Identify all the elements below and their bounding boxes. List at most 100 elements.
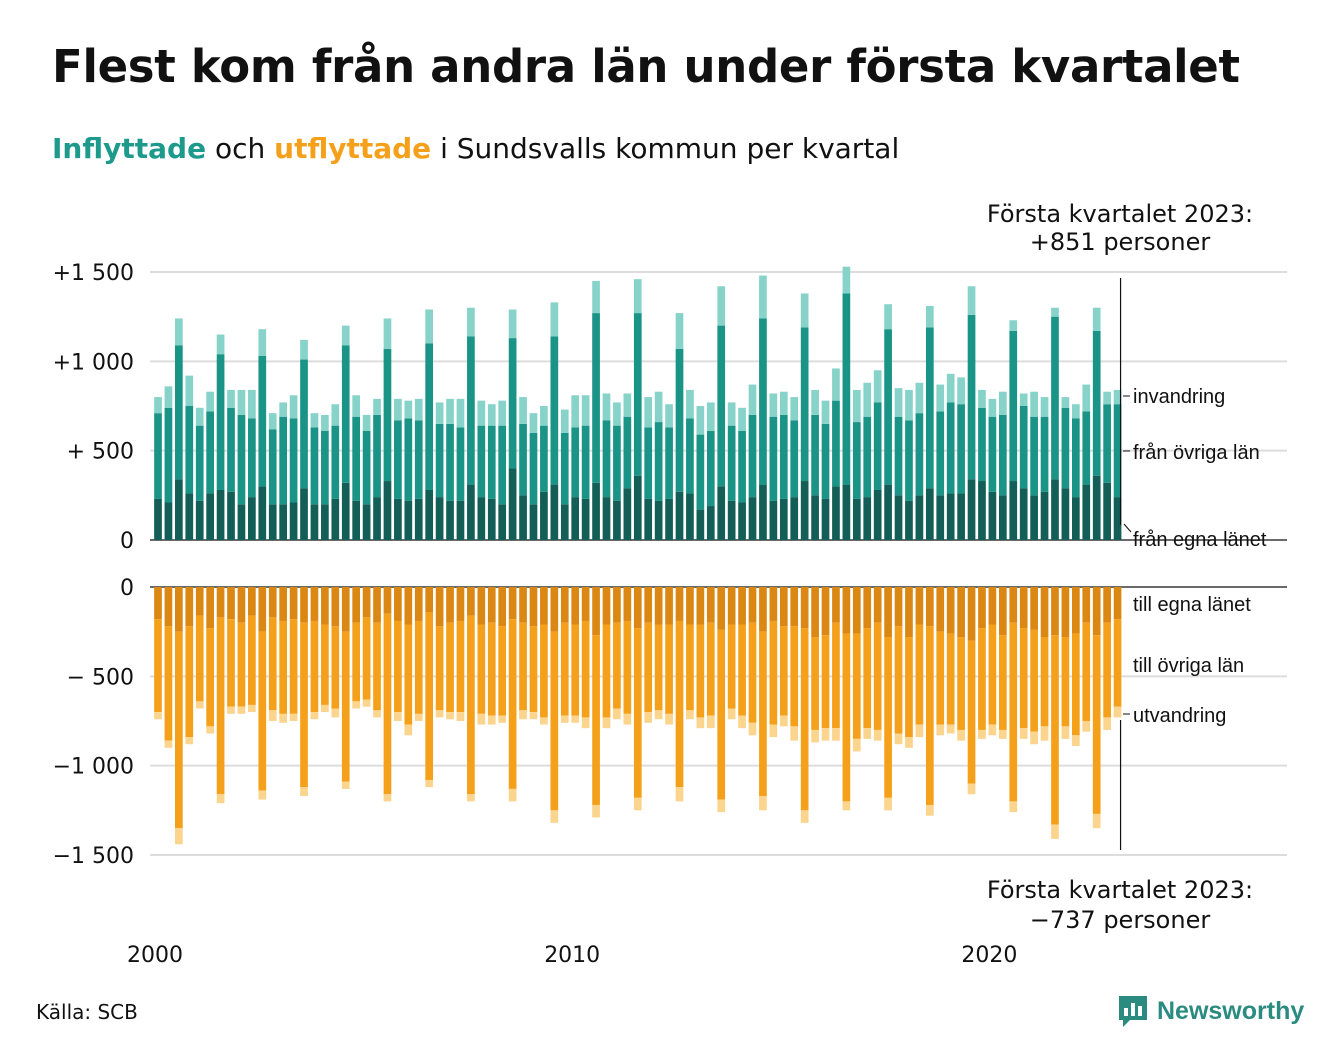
- bar-out-2-26: [425, 779, 434, 788]
- bar-in-2-16: [321, 414, 329, 432]
- annotation-lower-line1: Första kvartalet 2023:: [987, 876, 1253, 904]
- bar-out-1-51: [686, 624, 694, 711]
- bar-out-0-80: [988, 587, 997, 625]
- bar-out-1-72: [905, 637, 913, 738]
- bar-out-1-13: [289, 619, 298, 714]
- bar-out-2-42: [592, 804, 600, 818]
- bar-out-0-90: [1092, 587, 1101, 636]
- bar-in-2-91: [1103, 391, 1111, 405]
- bar-in-2-12: [279, 402, 288, 417]
- bar-out-0-0: [154, 587, 162, 620]
- bar-out-1-29: [456, 620, 465, 713]
- bar-out-0-88: [1071, 587, 1080, 634]
- bar-out-2-14: [300, 787, 308, 797]
- bar-out-2-7: [227, 706, 235, 714]
- bar-in-1-46: [633, 313, 642, 476]
- bar-out-2-60: [779, 715, 788, 727]
- bar-in-0-30: [467, 484, 475, 540]
- y-tick-upper-3: 0: [120, 529, 134, 554]
- bar-in-2-39: [560, 409, 569, 433]
- bar-out-1-50: [675, 620, 684, 788]
- bar-in-2-87: [1061, 397, 1070, 408]
- bar-out-2-81: [998, 729, 1007, 739]
- bar-in-1-21: [373, 414, 381, 498]
- subtitle-rest: i Sundsvalls kommun per kvartal: [431, 132, 900, 165]
- bar-in-2-84: [1030, 391, 1038, 417]
- bar-out-1-77: [957, 637, 965, 730]
- bar-out-2-90: [1092, 813, 1101, 829]
- bar-out-1-61: [790, 626, 799, 727]
- bar-in-2-32: [487, 404, 496, 426]
- bar-out-0-22: [383, 587, 392, 614]
- bar-in-0-33: [498, 504, 507, 540]
- bar-in-0-2: [175, 479, 183, 540]
- bar-in-2-37: [540, 406, 548, 426]
- bar-in-1-81: [998, 414, 1007, 496]
- bar-in-0-74: [925, 488, 934, 540]
- annotation-lower-line2: −737 personer: [1030, 906, 1211, 934]
- bar-in-2-34: [508, 309, 517, 339]
- bar-in-2-44: [613, 402, 621, 426]
- bar-out-2-83: [1019, 728, 1028, 739]
- bar-in-0-10: [258, 486, 267, 540]
- bar-in-0-57: [748, 497, 757, 540]
- bar-out-2-33: [498, 715, 507, 723]
- bar-out-2-64: [821, 728, 830, 741]
- bar-out-1-55: [727, 624, 736, 709]
- bar-in-0-83: [1019, 488, 1028, 540]
- bar-in-2-15: [310, 413, 319, 428]
- x-tick-2010: 2010: [544, 943, 600, 968]
- bar-out-2-89: [1082, 721, 1091, 732]
- bar-out-1-83: [1019, 628, 1028, 729]
- bar-out-1-88: [1071, 633, 1080, 736]
- bar-in-0-50: [675, 491, 684, 540]
- bar-in-1-16: [321, 431, 329, 505]
- bar-in-2-86: [1051, 307, 1059, 317]
- bar-in-2-57: [748, 384, 757, 415]
- bar-in-1-48: [654, 422, 663, 501]
- bar-out-0-77: [957, 587, 965, 638]
- bar-out-1-74: [925, 626, 934, 805]
- bar-in-2-69: [873, 370, 882, 403]
- newsworthy-logo: Newsworthy: [1117, 994, 1304, 1028]
- bar-out-2-45: [623, 713, 632, 725]
- bar-in-0-65: [832, 486, 840, 540]
- bar-in-1-35: [519, 423, 527, 496]
- bar-out-1-25: [414, 620, 423, 714]
- bar-out-2-84: [1030, 731, 1038, 745]
- bar-in-2-28: [446, 398, 454, 424]
- bar-out-0-81: [998, 587, 1007, 636]
- bar-out-1-23: [394, 620, 402, 713]
- bar-out-2-38: [550, 810, 559, 823]
- bar-out-1-10: [258, 631, 267, 791]
- bar-in-1-83: [1019, 406, 1028, 489]
- bar-in-0-22: [383, 481, 392, 540]
- bar-out-0-64: [821, 587, 830, 636]
- bar-out-1-19: [352, 622, 361, 702]
- bar-in-2-13: [289, 395, 298, 419]
- bar-in-0-4: [195, 500, 204, 540]
- bar-out-0-75: [936, 587, 945, 632]
- bar-in-2-60: [779, 391, 788, 415]
- bar-in-2-70: [884, 304, 892, 330]
- bar-out-0-57: [748, 587, 757, 623]
- bar-in-0-35: [519, 495, 527, 540]
- bar-in-2-62: [800, 293, 809, 328]
- bar-out-2-54: [717, 799, 726, 813]
- newsworthy-logo-text: Newsworthy: [1157, 996, 1305, 1025]
- bar-out-0-91: [1103, 587, 1111, 623]
- bar-out-0-14: [300, 587, 308, 623]
- bar-out-0-6: [216, 587, 225, 618]
- bar-out-2-0: [154, 712, 162, 720]
- bar-in-0-52: [696, 509, 705, 540]
- bar-in-0-3: [185, 493, 194, 540]
- bar-out-1-17: [331, 626, 340, 709]
- bar-out-0-31: [477, 587, 486, 625]
- bar-in-1-32: [487, 425, 496, 499]
- bar-in-2-24: [404, 400, 413, 419]
- bar-in-2-89: [1082, 384, 1091, 412]
- bar-out-0-15: [310, 587, 319, 621]
- bar-in-1-68: [863, 416, 872, 498]
- bar-out-2-15: [310, 712, 319, 720]
- bar-out-2-61: [790, 726, 799, 741]
